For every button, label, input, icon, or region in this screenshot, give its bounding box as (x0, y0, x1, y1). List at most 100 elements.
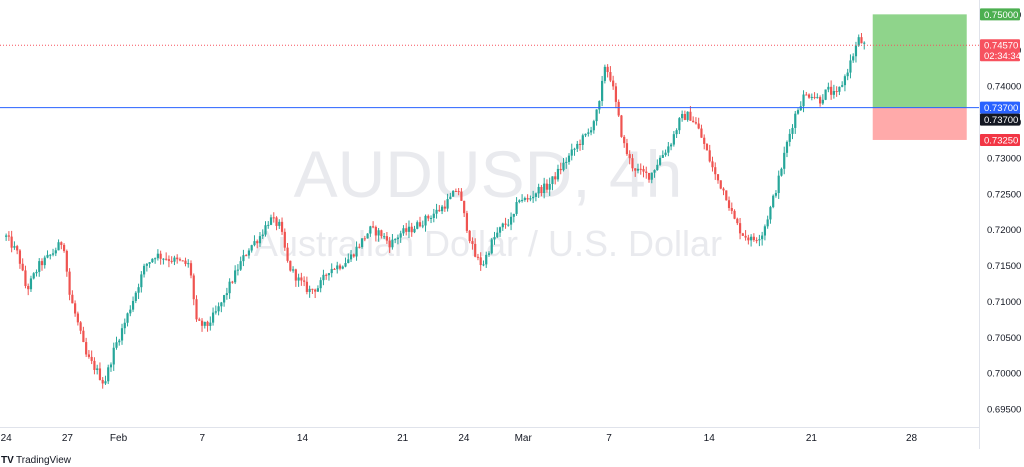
candle-127 (355, 241, 358, 261)
candle-139 (388, 236, 391, 253)
candle-21 (62, 243, 66, 253)
candle-157 (438, 205, 441, 212)
time-tick-0: 24 (1, 433, 13, 444)
candle-169 (471, 237, 474, 250)
candle-186 (518, 199, 521, 204)
candle-267 (741, 232, 744, 237)
candle-32 (93, 357, 96, 375)
tradingview-brand[interactable]: TV TradingView (1, 455, 72, 466)
candle-236 (656, 159, 659, 171)
candle-219 (609, 66, 612, 83)
candle-57 (162, 258, 165, 265)
candle-120 (336, 261, 339, 274)
candle-177 (493, 231, 496, 245)
candle-223 (620, 114, 623, 138)
candle-295 (818, 95, 822, 107)
candle-78 (220, 301, 223, 313)
candle-195 (543, 177, 546, 199)
candle-146 (407, 220, 411, 239)
candle-62 (176, 254, 179, 264)
candle-65 (184, 257, 187, 267)
candle-137 (383, 232, 386, 240)
svg-text:0.75000: 0.75000 (984, 10, 1018, 21)
take-profit-tag: 0.75000 (980, 8, 1020, 21)
candle-48 (137, 283, 140, 299)
candle-2 (10, 230, 13, 253)
candle-213 (592, 119, 595, 134)
candle-101 (283, 228, 286, 251)
candle-202 (562, 158, 565, 172)
candle-239 (664, 149, 667, 157)
candle-55 (156, 249, 159, 261)
candle-244 (678, 117, 681, 135)
candle-301 (835, 86, 838, 97)
candle-52 (148, 262, 151, 268)
price-tick-2: 0.70500 (987, 333, 1021, 344)
candle-251 (697, 117, 700, 130)
candle-218 (606, 64, 609, 78)
candle-16 (49, 254, 52, 260)
candle-302 (838, 86, 841, 96)
candle-162 (452, 190, 455, 197)
candle-99 (278, 219, 281, 229)
candle-30 (87, 350, 91, 359)
candle-260 (722, 187, 725, 196)
candle-17 (51, 248, 55, 257)
candle-122 (341, 265, 344, 270)
candle-268 (744, 230, 747, 241)
candle-9 (29, 275, 33, 292)
candle-20 (60, 241, 63, 250)
candle-178 (496, 227, 499, 239)
candle-39 (112, 342, 115, 371)
candle-283 (785, 140, 789, 158)
candle-210 (584, 133, 587, 138)
profit-zone[interactable] (872, 14, 967, 108)
candle-152 (424, 214, 427, 232)
tradingview-brand-label: TradingView (16, 455, 72, 466)
candle-242 (672, 131, 675, 147)
candle-281 (780, 167, 783, 177)
candle-0 (5, 233, 8, 241)
candle-73 (206, 320, 209, 332)
candle-161 (449, 192, 452, 200)
time-axis[interactable]: 24 27 Feb 7 14 21 24 Mar 7 14 21 28 (1, 433, 918, 444)
candle-288 (799, 101, 802, 111)
candle-269 (747, 234, 750, 245)
candle-25 (74, 300, 77, 317)
candle-97 (272, 212, 275, 223)
candle-128 (358, 243, 361, 249)
candle-191 (532, 190, 535, 203)
candle-71 (200, 318, 204, 332)
candle-250 (694, 117, 698, 125)
candle-34 (98, 362, 102, 381)
position-zones[interactable] (872, 14, 967, 140)
stop-loss-tag: 0.73250 (980, 133, 1020, 146)
candle-200 (556, 164, 560, 182)
candle-207 (576, 140, 579, 152)
candle-261 (725, 190, 728, 201)
candle-136 (380, 229, 383, 239)
candle-7 (24, 265, 27, 289)
price-tick-7: 0.73000 (987, 153, 1021, 164)
candle-82 (231, 280, 234, 284)
candle-232 (645, 166, 648, 179)
candle-104 (291, 266, 295, 273)
candle-132 (369, 225, 372, 237)
candle-86 (242, 249, 245, 267)
candle-131 (366, 233, 369, 239)
candle-303 (841, 81, 844, 88)
candle-103 (289, 260, 292, 272)
price-tick-6: 0.72500 (987, 189, 1021, 200)
candle-193 (537, 183, 540, 198)
candle-240 (667, 141, 670, 157)
candle-79 (223, 294, 226, 307)
candle-294 (816, 93, 819, 99)
candle-259 (719, 180, 722, 190)
candle-168 (468, 229, 471, 244)
candle-87 (245, 254, 248, 257)
candle-74 (209, 316, 212, 331)
loss-zone[interactable] (872, 107, 967, 140)
